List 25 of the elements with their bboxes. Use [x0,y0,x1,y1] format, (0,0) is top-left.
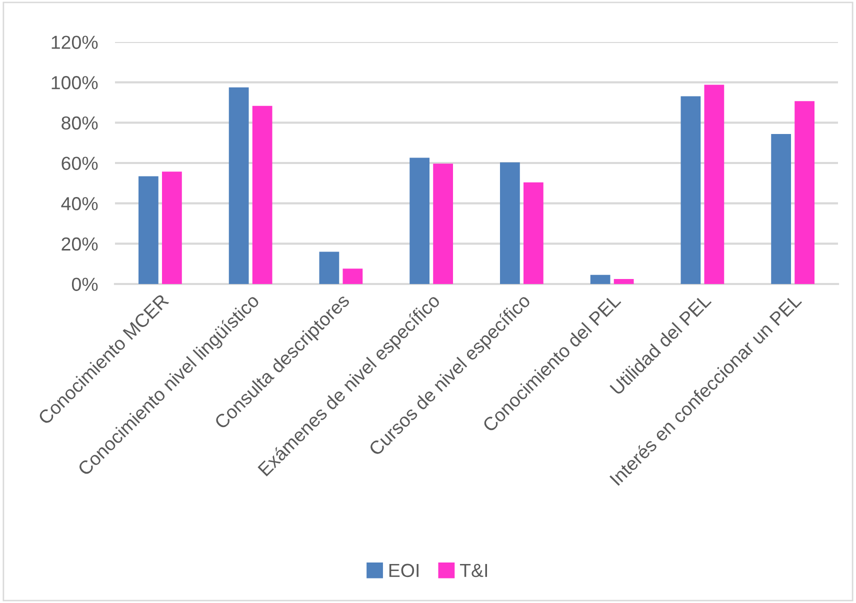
y-tick-label: 60% [62,156,98,170]
legend-label: T&I [460,564,488,578]
bar [523,182,544,284]
bar [319,252,340,284]
bar [614,278,634,284]
bar [433,164,453,284]
y-tick-label: 120% [52,36,98,49]
bar [500,162,520,284]
bar [228,87,249,284]
bar [342,268,363,284]
bar [590,274,610,284]
bar [704,84,724,284]
bar [794,101,814,284]
bar [680,96,701,284]
y-tick-label: 100% [52,76,98,90]
bar [410,158,430,284]
y-tick-label: 40% [61,197,98,210]
bar [162,172,182,284]
y-tick-label: 80% [62,116,98,130]
legend-label: EOI [389,564,418,578]
bar [252,106,272,284]
bar [138,176,158,284]
bar [771,134,792,284]
y-tick-label: 0% [72,278,98,291]
y-tick-label: 20% [62,237,98,251]
